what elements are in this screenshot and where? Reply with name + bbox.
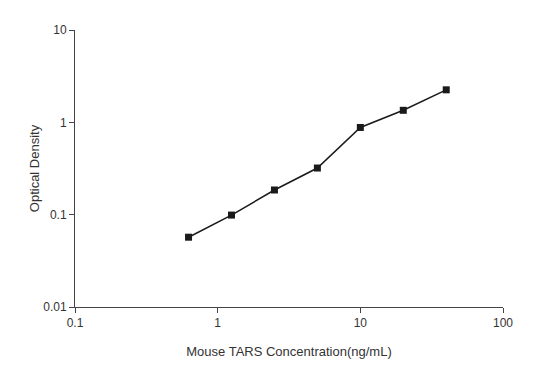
svg-text:0.1: 0.1 bbox=[50, 208, 67, 222]
svg-text:1: 1 bbox=[214, 316, 221, 330]
svg-text:10: 10 bbox=[53, 23, 67, 37]
svg-text:Optical Density: Optical Density bbox=[27, 124, 42, 212]
svg-text:0.01: 0.01 bbox=[43, 300, 67, 314]
svg-text:100: 100 bbox=[493, 316, 513, 330]
svg-text:0.1: 0.1 bbox=[67, 316, 84, 330]
svg-text:10: 10 bbox=[354, 316, 368, 330]
svg-text:Mouse TARS Concentration(ng/mL: Mouse TARS Concentration(ng/mL) bbox=[186, 344, 391, 359]
svg-text:1: 1 bbox=[60, 116, 67, 130]
